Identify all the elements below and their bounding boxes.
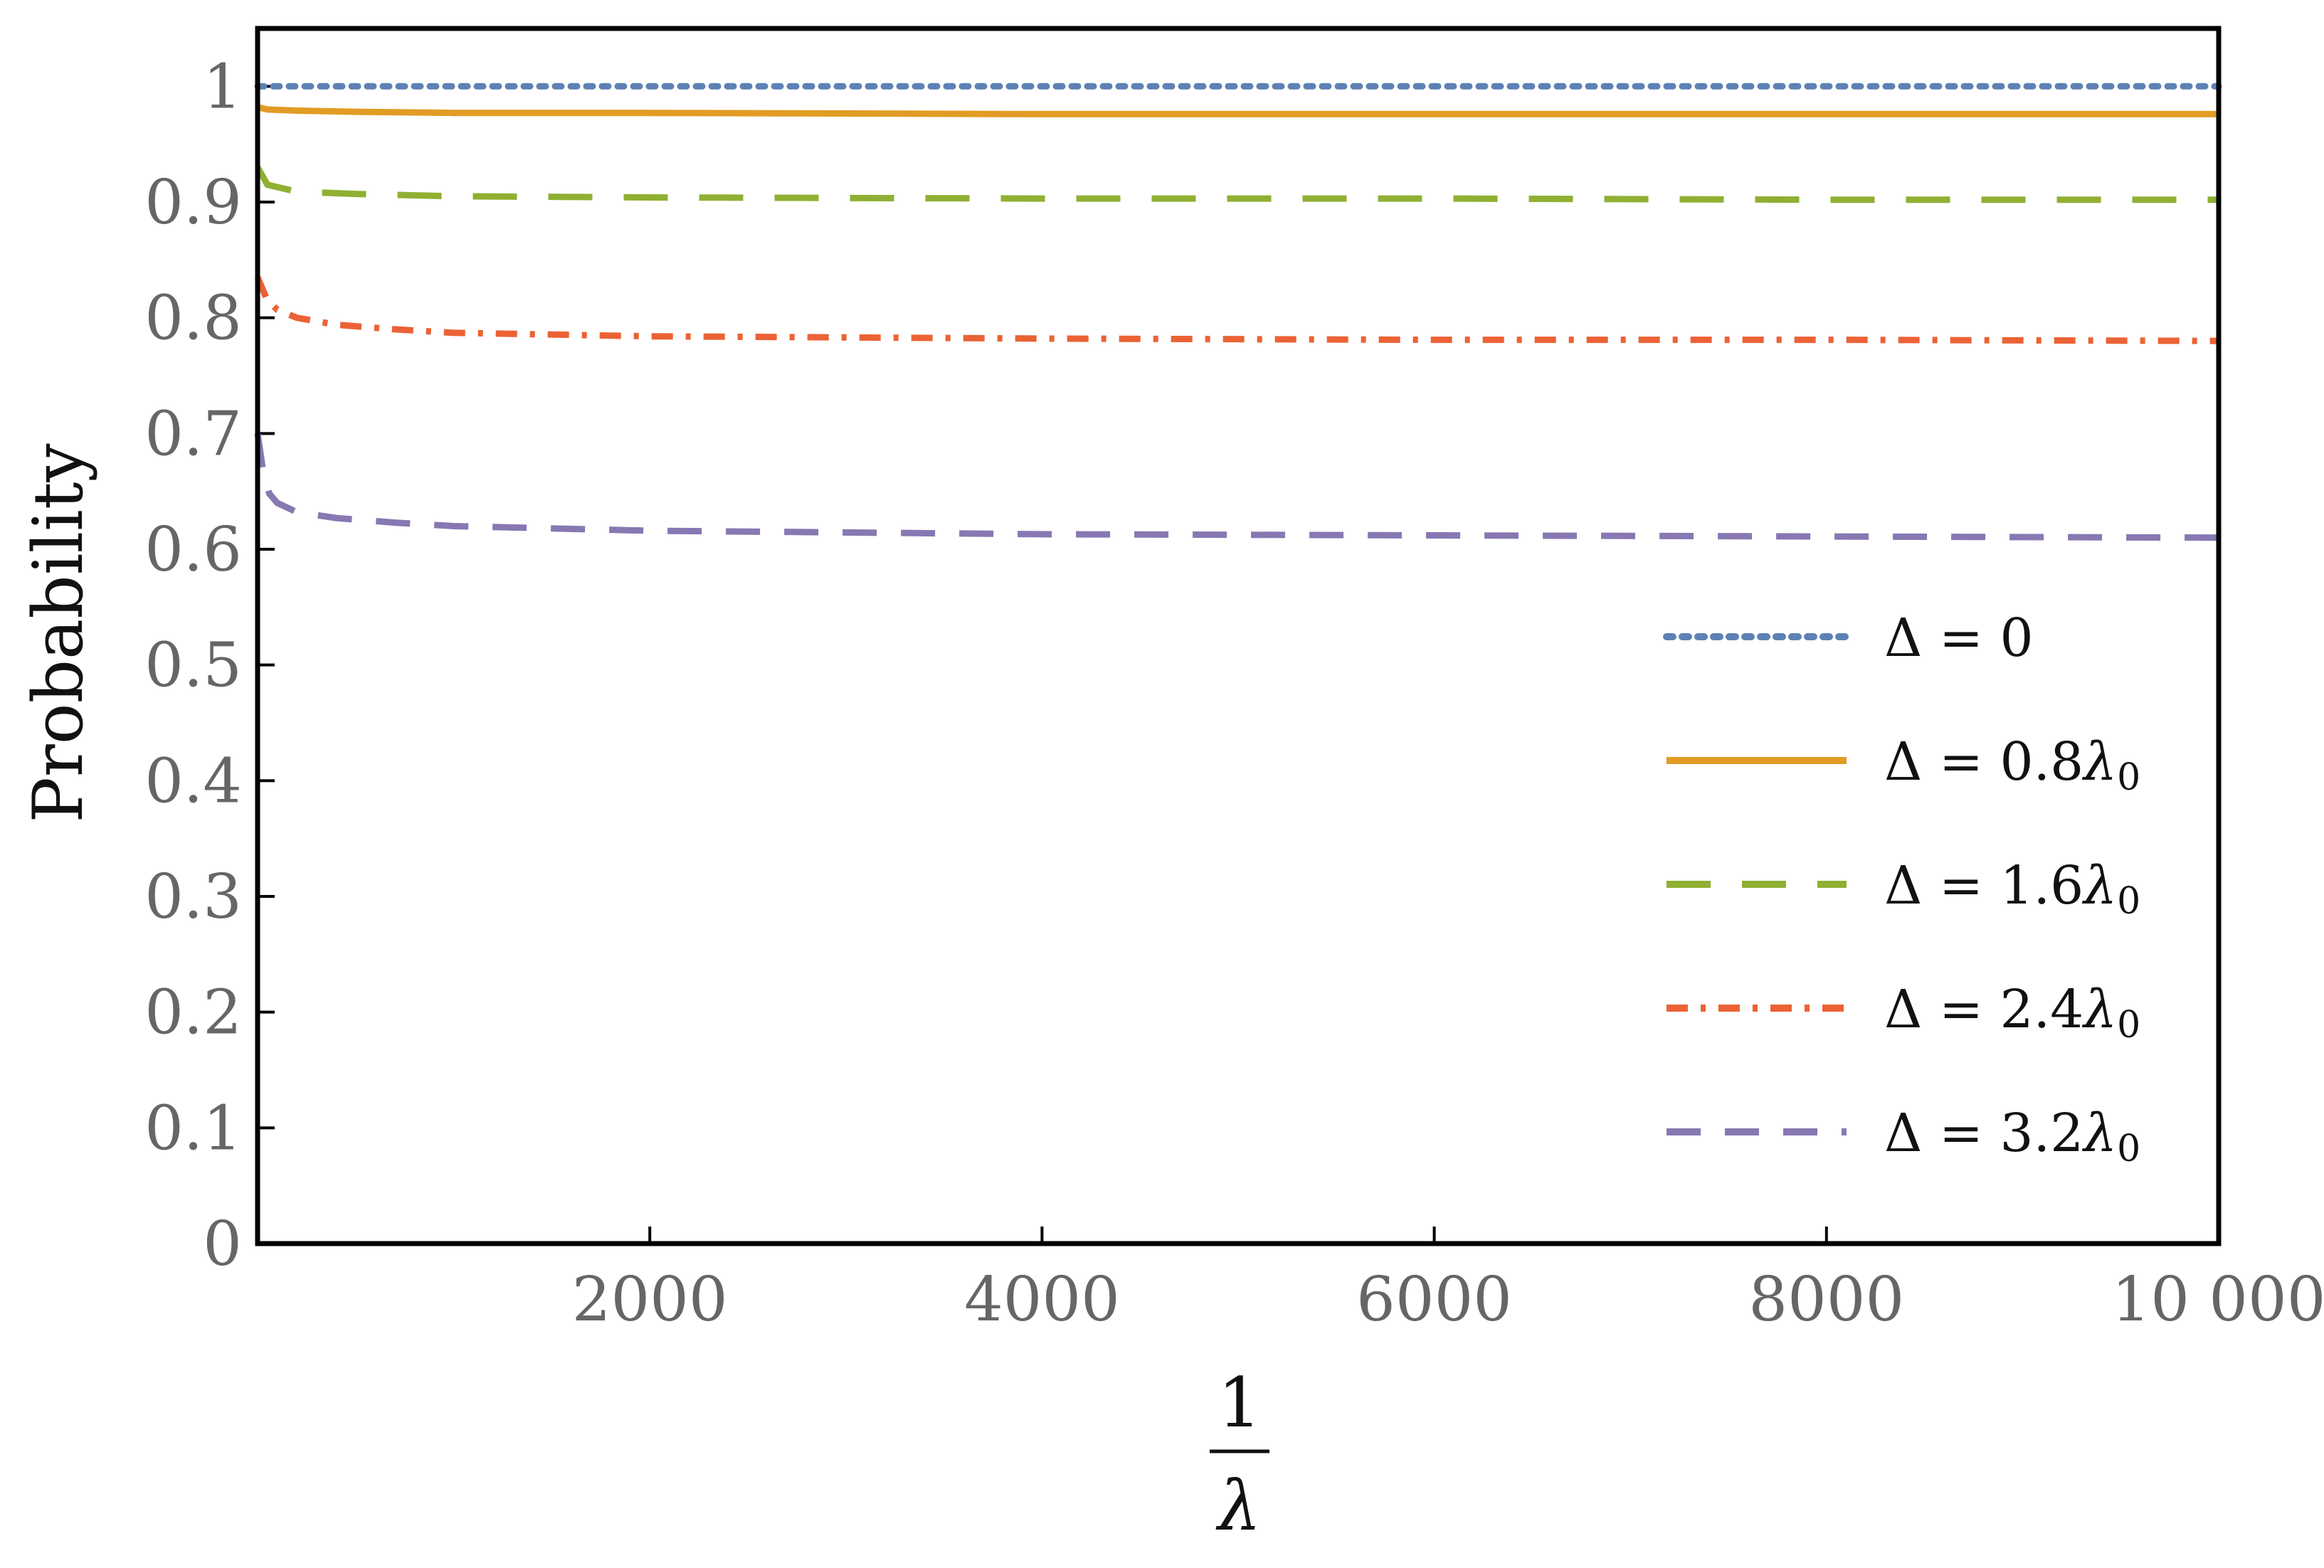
legend-label-part: 0: [2117, 756, 2140, 799]
legend-label-part: 0: [2000, 608, 2034, 669]
series-line-3: [254, 275, 2219, 344]
x-tick-label: 6000: [1356, 1264, 1512, 1335]
series-line-4: [254, 433, 2219, 541]
legend-label-part: =: [1922, 979, 2000, 1040]
legend-label-part: 2.4: [2000, 979, 2084, 1040]
legend-label-part: λ: [2081, 731, 2117, 793]
series-line-1: [256, 104, 2219, 117]
x-tick-label: 8000: [1748, 1264, 1904, 1335]
x-tick-label: 2000: [572, 1264, 728, 1335]
x-axis-title-numerator: 1: [1218, 1363, 1261, 1443]
x-tick-label: 10 000: [2112, 1264, 2324, 1335]
legend-label-4: Δ = 3.2λ0: [1884, 1103, 2140, 1170]
legend-label-0: Δ = 0: [1884, 608, 2034, 669]
legend-label-part: =: [1922, 855, 2000, 916]
legend-label-part: 3.2: [2000, 1103, 2084, 1164]
legend-label-part: 1.6: [2000, 855, 2084, 916]
legend-label-part: =: [1922, 1103, 2000, 1164]
x-axis-title: 1 λ: [1210, 1363, 1269, 1546]
legend-label-part: =: [1922, 608, 2000, 669]
legend-label-part: 0.8: [2000, 731, 2084, 793]
legend-label-part: 0: [2117, 1004, 2140, 1047]
y-tick-label: 0.8: [144, 283, 242, 354]
legend-label-part: 0: [2117, 1128, 2140, 1170]
y-axis-ticks: 0 0.1 0.2 0.3 0.4 0.5 0.6 0.7 0.8 0.9 1: [144, 51, 275, 1280]
y-tick-label: 0.3: [144, 862, 242, 933]
y-tick-label: 0.5: [144, 630, 242, 701]
legend-label-part: Δ: [1884, 731, 1922, 793]
legend-label-part: λ: [2081, 1103, 2117, 1164]
legend-label-part: =: [1922, 731, 2000, 793]
y-tick-label: 0.6: [144, 514, 242, 586]
x-axis-ticks: 2000 4000 6000 8000 10 000: [572, 1227, 2324, 1335]
y-tick-label: 0.4: [144, 746, 242, 817]
plot-frame: [255, 26, 2222, 1246]
y-tick-label: 0.2: [144, 978, 242, 1049]
legend-label-part: 0: [2117, 880, 2140, 923]
y-tick-label: 0.1: [144, 1093, 242, 1164]
legend-label-part: Δ: [1884, 979, 1922, 1040]
legend-label-3: Δ = 2.4λ0: [1884, 979, 2140, 1047]
y-axis-title: Probability: [19, 443, 98, 822]
legend-label-1: Δ = 0.8λ0: [1884, 731, 2140, 799]
series-layer: [254, 83, 2222, 541]
legend-label-part: Δ: [1884, 855, 1922, 916]
y-tick-label: 0: [203, 1209, 242, 1280]
legend-label-part: Δ: [1884, 608, 1922, 669]
legend-label-2: Δ = 1.6λ0: [1884, 855, 2140, 923]
x-axis-title-denominator: λ: [1215, 1466, 1262, 1546]
series-line-2: [255, 165, 2219, 203]
y-tick-label: 1: [203, 51, 242, 122]
legend-label-part: Δ: [1884, 1103, 1922, 1164]
legend-label-part: λ: [2081, 855, 2117, 916]
legend-label-part: λ: [2081, 979, 2117, 1040]
y-tick-label: 0.9: [144, 167, 242, 238]
x-tick-label: 4000: [964, 1264, 1120, 1335]
y-tick-label: 0.7: [144, 398, 242, 470]
